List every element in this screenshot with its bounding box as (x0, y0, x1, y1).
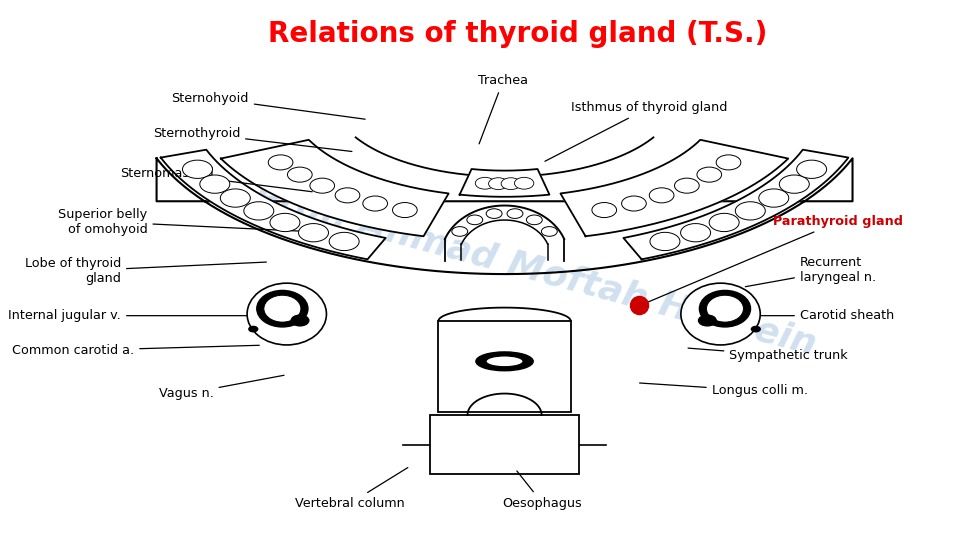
Circle shape (526, 215, 542, 225)
Circle shape (507, 209, 523, 218)
Circle shape (329, 232, 359, 251)
Text: Trachea: Trachea (478, 75, 528, 144)
Text: Common carotid a.: Common carotid a. (12, 344, 259, 357)
Circle shape (752, 326, 760, 332)
Text: Parathyroid gland: Parathyroid gland (644, 215, 903, 304)
Polygon shape (561, 140, 788, 237)
Ellipse shape (707, 295, 743, 322)
Text: Internal jugular v.: Internal jugular v. (9, 309, 259, 322)
Text: Sternohyoid: Sternohyoid (172, 92, 365, 119)
Circle shape (650, 232, 680, 251)
Text: Superior belly
of omohyoid: Superior belly of omohyoid (59, 208, 301, 235)
Text: Oesophagus: Oesophagus (503, 471, 583, 510)
Ellipse shape (264, 295, 300, 322)
Circle shape (515, 177, 534, 189)
Circle shape (244, 202, 274, 220)
Ellipse shape (700, 291, 751, 327)
Circle shape (592, 202, 616, 218)
Ellipse shape (257, 291, 308, 327)
Circle shape (489, 178, 508, 190)
Circle shape (541, 227, 557, 237)
Circle shape (475, 177, 494, 189)
Circle shape (291, 315, 309, 326)
Bar (439, 321, 570, 413)
Circle shape (649, 188, 674, 203)
Circle shape (681, 224, 710, 242)
Polygon shape (221, 140, 448, 237)
Circle shape (249, 326, 257, 332)
Circle shape (735, 202, 765, 220)
Circle shape (299, 224, 328, 242)
Circle shape (335, 188, 360, 203)
Circle shape (393, 202, 418, 218)
Polygon shape (623, 150, 849, 259)
Text: Relations of thyroid gland (T.S.): Relations of thyroid gland (T.S.) (268, 20, 767, 48)
Text: Sympathetic trunk: Sympathetic trunk (688, 348, 848, 362)
Ellipse shape (681, 283, 760, 345)
Circle shape (452, 227, 468, 237)
Text: Vertebral column: Vertebral column (296, 468, 408, 510)
Circle shape (758, 189, 789, 207)
Circle shape (797, 160, 827, 178)
Circle shape (716, 155, 741, 170)
Circle shape (621, 196, 646, 211)
Circle shape (697, 167, 722, 182)
Polygon shape (460, 169, 549, 197)
Circle shape (182, 160, 212, 178)
Ellipse shape (247, 283, 326, 345)
Circle shape (709, 213, 739, 232)
Circle shape (780, 175, 809, 193)
Text: Isthmus of thyroid gland: Isthmus of thyroid gland (545, 101, 727, 161)
Polygon shape (160, 150, 386, 259)
Circle shape (675, 178, 699, 193)
Circle shape (200, 175, 229, 193)
Text: Sternomastoid: Sternomastoid (120, 167, 312, 192)
Text: Longus colli m.: Longus colli m. (639, 383, 807, 397)
Circle shape (501, 178, 520, 190)
Circle shape (287, 167, 312, 182)
Circle shape (270, 213, 300, 232)
Circle shape (467, 215, 483, 225)
Text: Lobe of thyroid
gland: Lobe of thyroid gland (25, 257, 266, 285)
Circle shape (486, 209, 502, 218)
Ellipse shape (486, 356, 523, 367)
Text: Vagus n.: Vagus n. (158, 375, 284, 400)
Text: Prof. Ahmad Moftah Hussein: Prof. Ahmad Moftah Hussein (251, 178, 820, 362)
Circle shape (268, 155, 293, 170)
Circle shape (363, 196, 388, 211)
Circle shape (221, 189, 251, 207)
Ellipse shape (476, 352, 533, 371)
Circle shape (310, 178, 335, 193)
Circle shape (699, 315, 716, 326)
Text: Carotid sheath: Carotid sheath (741, 309, 894, 322)
Bar (430, 415, 580, 474)
Text: Sternothyroid: Sternothyroid (153, 126, 352, 152)
Text: Recurrent
laryngeal n.: Recurrent laryngeal n. (745, 256, 876, 287)
